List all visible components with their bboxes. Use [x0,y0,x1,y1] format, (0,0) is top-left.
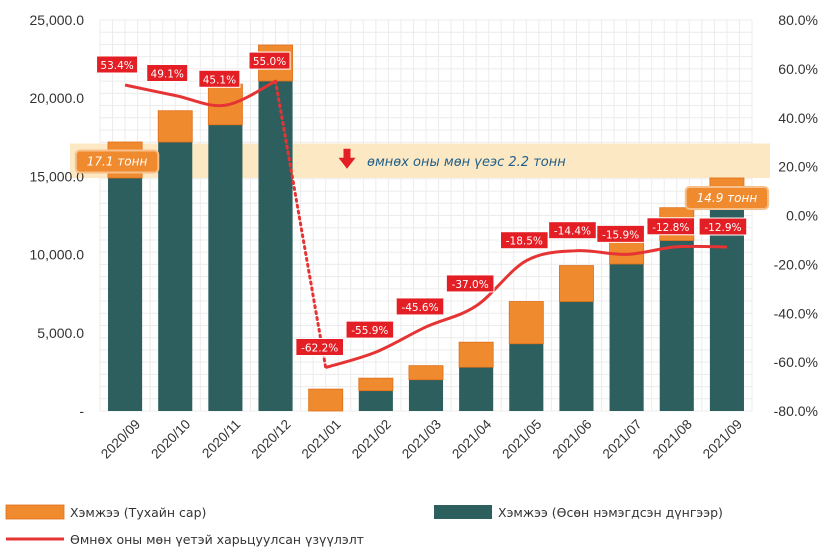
data-label-box [596,224,645,243]
right-axis-tick: -60.0% [774,354,818,370]
right-axis-ticks: -80.0% -60.0% -40.0% -20.0% 0.0% 20.0% 40.0% 60… [774,12,818,419]
x-axis-tick: 2021/09 [700,417,745,462]
down-arrow-icon [338,148,356,169]
band-annotation: өмнөх оны мөн үеэс 2.2 тонн [367,155,566,170]
bar-cumulative [208,124,243,412]
x-axis-tick: 2021/07 [600,417,645,462]
data-label-box [295,338,344,357]
bar-cumulative [609,263,644,411]
left-axis-tick: 15,000.0 [30,168,85,184]
bar-monthly [157,110,193,143]
data-label: 53.4% [100,60,133,72]
data-label-box [395,297,445,316]
series-line-2021 [325,244,727,369]
right-axis-tick: 40.0% [778,110,818,126]
data-label: -15.9% [602,229,639,241]
left-axis-tick: 5,000.0 [37,325,84,341]
bar-cumulative [509,343,544,411]
x-axis-tick: 2021/01 [299,417,344,462]
data-label: -18.5% [506,236,543,248]
data-label: -12.9% [704,222,741,234]
data-label-box [548,221,597,240]
arrow-shape [338,148,356,169]
bars [107,44,745,412]
gridlines [99,19,753,412]
left-axis-tick: 25,000.0 [30,12,85,28]
bar-cumulative [408,379,444,411]
x-axis-tick: 2021/05 [499,417,544,462]
x-axis-tick: 2020/11 [199,417,243,461]
series-line-2020 [124,79,277,108]
bar-cumulative [108,177,143,411]
callouts: 17.1 тонн 14.9 тонн [74,149,770,210]
right-axis-tick: -80.0% [774,403,818,419]
bar-cumulative [709,207,744,411]
data-label: -14.4% [554,226,591,238]
right-axis-tick: 0.0% [786,208,818,224]
series-line-gap [274,79,328,370]
legend-swatch-cumulative [434,505,492,519]
left-axis-tick: 10,000.0 [30,247,85,263]
left-axis-ticks: - 5,000.0 10,000.0 15,000.0 20,000.0 25,000.0 [30,12,85,419]
bar-monthly [508,301,544,345]
x-axis-tick: 2021/06 [549,417,594,462]
right-axis-tick: 80.0% [778,12,818,28]
x-axis-ticks: 2020/09 2020/10 2020/11 2020/12 2021/01 2021/… [98,416,745,461]
bar-monthly [408,365,444,381]
bar-monthly [308,388,344,412]
data-label: 49.1% [151,69,184,81]
x-axis-tick: 2021/03 [399,417,444,462]
right-axis-tick: -40.0% [774,305,818,321]
x-axis-tick: 2020/12 [249,417,294,462]
data-label-box [248,51,291,70]
data-label: -62.2% [301,343,338,355]
legend-label-yoy: Өмнөх оны мөн үетэй харьцуулсан үзүүлэлт [70,532,364,547]
data-label: -45.6% [401,302,438,314]
right-axis-tick: -20.0% [774,256,818,272]
data-label-box [96,55,139,74]
bar-cumulative [559,301,594,411]
x-axis-tick: 2020/10 [148,417,193,462]
data-label: 45.1% [203,74,236,86]
bar-cumulative [459,367,494,411]
data-label: -37.0% [452,279,489,291]
legend: Хэмжээ (Тухайн сар) Хэмжээ (Өсөн нэмэгдсэ… [5,504,723,547]
data-label-box [646,217,696,236]
bar-monthly [458,341,494,368]
bar-cumulative [258,80,293,411]
data-label-box [500,231,549,250]
legend-swatch-monthly [5,504,65,520]
data-label-box [345,320,395,339]
data-label-box [146,64,189,83]
bar-monthly [559,265,594,302]
legend-label-cumulative: Хэмжээ (Өсөн нэмэгдсэн дүнгээр) [498,505,723,520]
bar-cumulative [158,141,193,411]
right-axis-tick: 20.0% [778,159,818,175]
callout-label: 14.9 тонн [697,191,758,205]
legend-label-monthly: Хэмжээ (Тухайн сар) [70,505,206,520]
data-label: -12.8% [652,222,689,234]
right-axis-tick: 60.0% [778,61,818,77]
data-label-box [698,217,748,236]
left-axis-tick: 20,000.0 [30,90,85,106]
data-label: 55.0% [253,56,286,68]
x-axis-tick: 2021/04 [449,416,494,461]
data-label: -55.9% [351,325,388,337]
callout-box [74,149,160,174]
data-label-box [445,274,495,293]
x-axis-tick: 2020/09 [98,417,143,462]
bar-cumulative [358,390,393,411]
x-axis-tick: 2021/02 [349,417,394,462]
callout-box [684,185,770,210]
bar-cumulative [659,240,694,411]
callout-label: 17.1 тонн [87,155,148,169]
bar-monthly [358,377,394,392]
left-axis-tick: - [79,403,84,419]
data-label-box [198,69,241,88]
x-axis-tick: 2021/08 [650,417,695,462]
yoy-line: 53.4% 49.1% 45.1% 55.0% -62.2% -55.9% -45.6% -3… [96,51,748,370]
